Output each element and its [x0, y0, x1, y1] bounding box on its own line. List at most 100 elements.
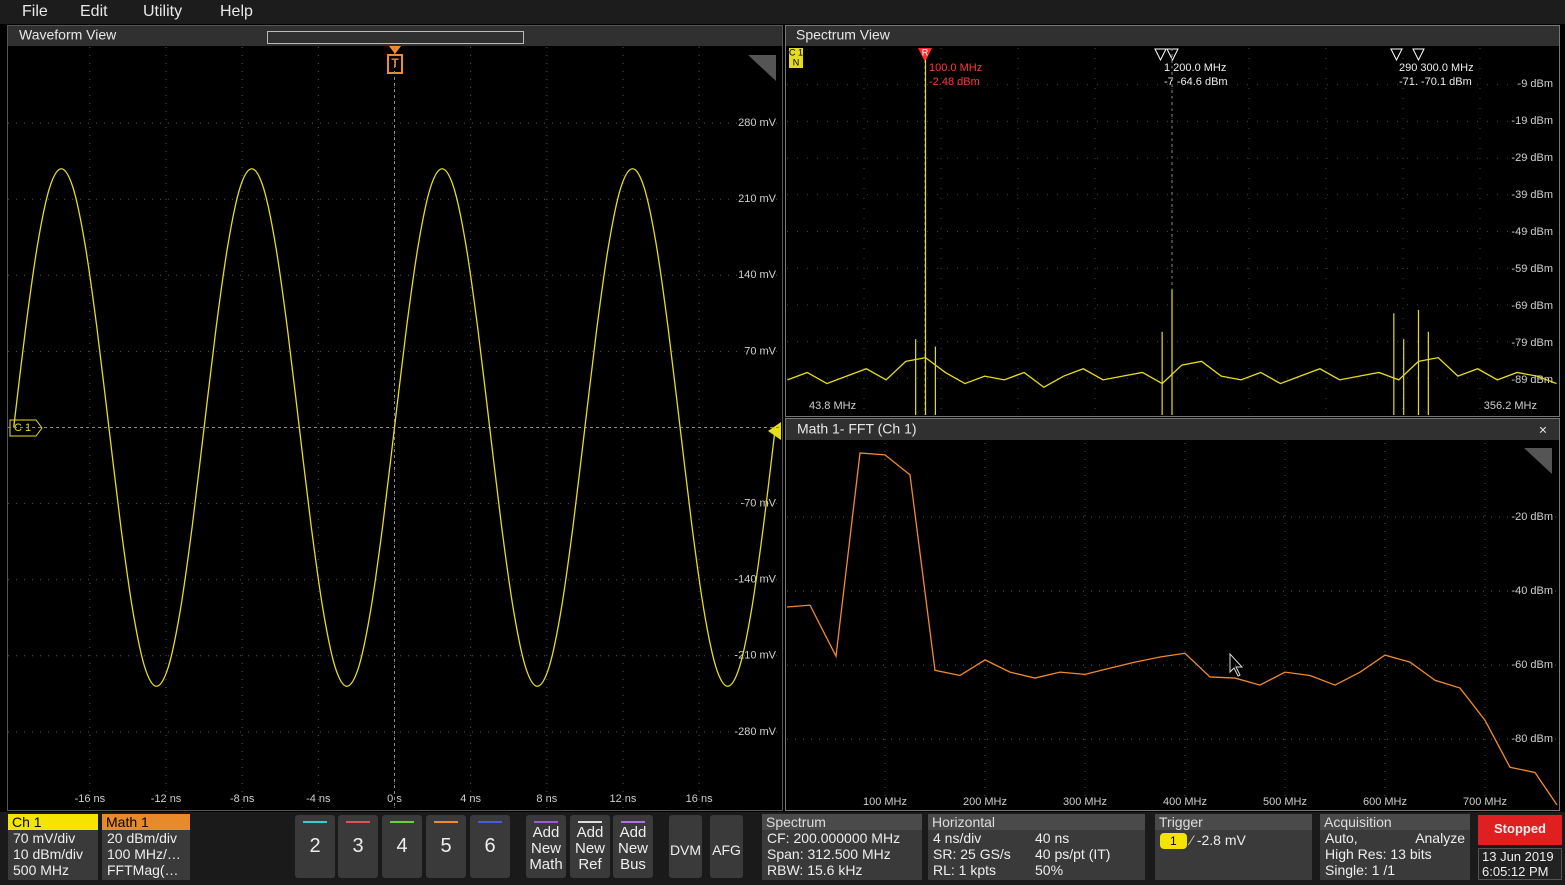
badge-line: 40 ns — [1035, 830, 1070, 846]
trigger-level: -2.8 mV — [1196, 832, 1246, 848]
menu-edit[interactable]: Edit — [80, 3, 108, 20]
run-stop-status[interactable]: Stopped — [1478, 815, 1562, 845]
menu-utility[interactable]: Utility — [143, 3, 182, 20]
y-tick-label: 280 mV — [738, 117, 777, 129]
badge-line: 100 MHz/… — [107, 846, 181, 862]
button-line: Bus — [620, 856, 646, 873]
close-button[interactable]: × — [1539, 422, 1547, 438]
button-line: New — [530, 840, 561, 857]
x-tick-label: 12 ns — [610, 793, 637, 805]
x-tick-label: 200 MHz — [963, 796, 1007, 808]
x-tick-label: 8 ns — [536, 793, 557, 805]
menu-help[interactable]: Help — [220, 3, 253, 20]
badge-line: FFTMag(… — [107, 862, 179, 878]
badge-title: Horizontal — [928, 814, 1145, 830]
channel-button[interactable]: 6 — [470, 815, 510, 878]
add-math-button[interactable]: Add New Math — [526, 815, 566, 878]
y-tick-label: -280 mV — [734, 726, 776, 738]
marker-readout: 1 200.0 MHz — [1164, 62, 1226, 74]
zoom-corner[interactable] — [1524, 448, 1552, 474]
zoom-corner[interactable] — [748, 55, 776, 81]
badge-line: N — [793, 57, 800, 67]
badge-line: Single: 1 /1 — [1325, 862, 1396, 878]
x-tick-label: 4 ns — [460, 793, 481, 805]
x-tick-label: 16 ns — [686, 793, 713, 805]
reference-marker-label: R — [922, 47, 929, 57]
panel-header — [786, 26, 1559, 46]
badge-line: 70 mV/div — [13, 830, 76, 846]
x-tick-label: -8 ns — [230, 793, 255, 805]
x-tick-label: 400 MHz — [1163, 796, 1207, 808]
math1-badge[interactable]: Math 1 20 dBm/div 100 MHz/… FFTMag(… — [102, 814, 190, 880]
record-bar — [267, 31, 524, 44]
button-line: Add — [532, 824, 560, 841]
channel-button[interactable]: 5 — [426, 815, 466, 878]
stop-frequency: 356.2 MHz — [1484, 400, 1537, 412]
badge-line: RL: 1 kpts — [933, 862, 997, 878]
afg-button[interactable]: AFG — [710, 815, 743, 878]
y-tick-label: -89 dBm — [1511, 374, 1553, 386]
scope-display: File Edit Utility Help Waveform View T C… — [0, 0, 1565, 811]
y-tick-label: -40 dBm — [1511, 585, 1553, 597]
button-label: AFG — [712, 842, 741, 858]
fft-panel — [785, 418, 1560, 811]
x-tick-label: 300 MHz — [1063, 796, 1107, 808]
panel-header — [8, 26, 782, 46]
channel-button[interactable]: 4 — [382, 815, 422, 878]
x-tick-label: -16 ns — [75, 793, 106, 805]
y-tick-label: -20 dBm — [1511, 511, 1553, 523]
panel-header — [786, 419, 1559, 440]
channel-button[interactable]: 2 — [295, 815, 335, 878]
trace — [787, 356, 1557, 389]
button-label: DVM — [669, 842, 702, 858]
badge-title: Trigger — [1155, 814, 1312, 830]
button-line: Ref — [578, 856, 602, 873]
dvm-button[interactable]: DVM — [669, 815, 702, 878]
trigger-label: T — [391, 56, 399, 70]
x-tick-label: 600 MHz — [1363, 796, 1407, 808]
badge-line: High Res: 13 bits — [1325, 846, 1432, 862]
channel-button[interactable]: 3 — [338, 815, 378, 878]
panel-title: Spectrum View — [796, 27, 891, 43]
reference-marker[interactable] — [918, 48, 932, 62]
button-label: 6 — [484, 835, 496, 857]
ch1-badge[interactable]: Ch 1 70 mV/div 10 dBm/div 500 MHz — [8, 814, 98, 880]
badge-title: Acquisition — [1320, 814, 1470, 830]
button-label: 4 — [396, 835, 408, 857]
add-ref-button[interactable]: Add New Ref — [570, 815, 610, 878]
badge-line: 500 MHz — [13, 862, 70, 878]
marker-readout: -71. -70.1 dBm — [1399, 76, 1472, 88]
badge-title: Spectrum — [762, 814, 922, 830]
marker-readout: -2.48 dBm — [929, 76, 980, 88]
marker-readout: 290 300.0 MHz — [1399, 62, 1474, 74]
badge-line: CF: 200.000000 MHz — [767, 830, 901, 846]
y-tick-label: -70 mV — [741, 498, 777, 510]
button-label: 2 — [309, 835, 321, 857]
panel-title: Waveform View — [19, 27, 117, 43]
horizontal-badge[interactable]: Horizontal 4 ns/div 40 ns SR: 25 GS/s 40 p… — [928, 814, 1145, 880]
marker-readout: -7 -64.6 dBm — [1164, 76, 1228, 88]
badge-line: 20 dBm/div — [107, 830, 178, 846]
add-bus-button[interactable]: Add New Bus — [613, 815, 653, 878]
spectrum-channel-badge[interactable] — [789, 48, 803, 68]
x-tick-label: 100 MHz — [863, 796, 907, 808]
peak-marker[interactable] — [1390, 48, 1425, 62]
badge-line: 10 dBm/div — [13, 846, 84, 862]
y-tick-label: -49 dBm — [1511, 226, 1553, 238]
button-label: 3 — [352, 835, 364, 857]
button-line: New — [574, 840, 605, 857]
clock: 13 Jun 2019 6:05:12 PM — [1478, 848, 1562, 880]
spectrum-badge[interactable]: Spectrum CF: 200.000000 MHz Span: 312.50… — [762, 814, 922, 880]
trigger-badge[interactable]: Trigger 1 ⁄ -2.8 mV — [1155, 814, 1312, 880]
menu-file[interactable]: File — [22, 3, 48, 20]
trace — [786, 452, 1558, 806]
badge-line: 4 ns/div — [933, 830, 982, 846]
acquisition-badge[interactable]: Acquisition Auto, Analyze High Res: 13 bi… — [1320, 814, 1470, 880]
time: 6:05:12 PM — [1482, 864, 1549, 879]
y-tick-label: -79 dBm — [1511, 337, 1553, 349]
y-tick-label: -19 dBm — [1511, 115, 1553, 127]
badge-line: 50% — [1035, 862, 1064, 878]
panel-title: Math 1- FFT (Ch 1) — [797, 421, 917, 437]
y-tick-label: -29 dBm — [1511, 152, 1553, 164]
